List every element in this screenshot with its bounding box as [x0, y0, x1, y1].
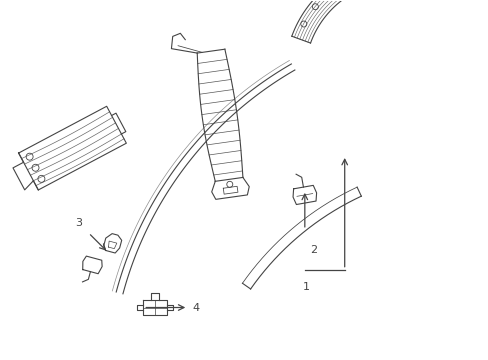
- Text: 1: 1: [303, 282, 310, 292]
- Text: 3: 3: [75, 218, 82, 228]
- Text: 2: 2: [309, 245, 316, 255]
- Text: 4: 4: [192, 302, 199, 312]
